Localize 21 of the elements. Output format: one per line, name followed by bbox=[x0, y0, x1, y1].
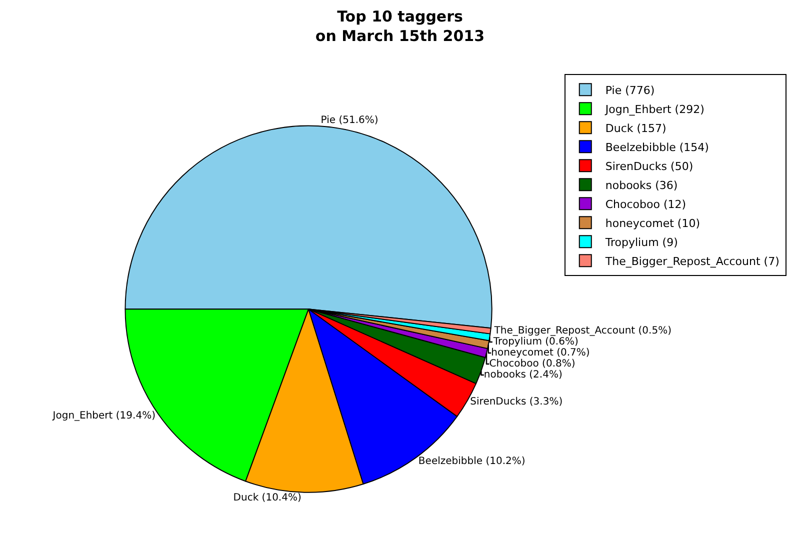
data-label: Jogn_Ehbert (19.4%) bbox=[52, 410, 156, 422]
legend-label: Chocoboo (12) bbox=[605, 198, 686, 211]
data-label: SirenDucks (3.3%) bbox=[470, 396, 563, 408]
legend-label: Jogn_Ehbert (292) bbox=[604, 102, 704, 116]
legend-label: Duck (157) bbox=[605, 122, 666, 135]
legend-label: honeycomet (10) bbox=[605, 216, 700, 230]
legend-label: SirenDucks (50) bbox=[605, 160, 694, 173]
data-label: Tropylium (0.6%) bbox=[492, 336, 578, 348]
data-label: honeycomet (0.7%) bbox=[491, 348, 590, 359]
data-label: Chocoboo (0.8%) bbox=[489, 358, 576, 370]
legend-label: Pie (776) bbox=[605, 84, 655, 97]
legend-label: Tropylium (9) bbox=[604, 236, 678, 249]
data-label: The_Bigger_Repost_Account (0.5%) bbox=[493, 326, 672, 337]
data-label: Pie (51.6%) bbox=[320, 115, 378, 126]
legend-label: The_Bigger_Repost_Account (7) bbox=[604, 254, 780, 268]
data-label: Beelzebibble (10.2%) bbox=[418, 456, 526, 467]
legend-label: nobooks (36) bbox=[605, 178, 678, 192]
chart-title: Top 10 taggers on March 15th 2013 bbox=[315, 8, 485, 46]
data-label: nobooks (2.4%) bbox=[484, 370, 562, 381]
legend-label: Beelzebibble (154) bbox=[605, 140, 709, 154]
data-label: Duck (10.4%) bbox=[233, 492, 302, 504]
